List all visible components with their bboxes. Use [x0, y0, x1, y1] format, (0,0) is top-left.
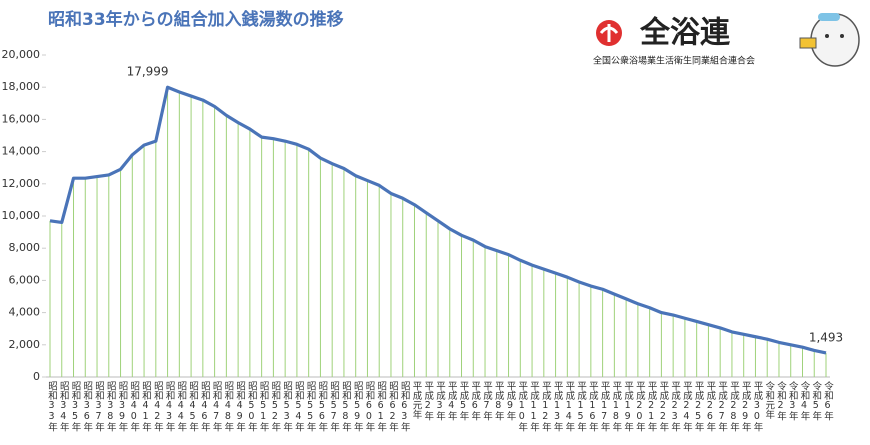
x-tick-label: 平成15年	[575, 381, 587, 432]
x-tick-label: 昭和54年	[292, 381, 304, 432]
y-tick-label: 14,000	[2, 145, 41, 158]
y-tick-label: 16,000	[2, 112, 41, 125]
y-tick-label: 8,000	[9, 241, 41, 254]
x-tick-label: 昭和41年	[140, 381, 152, 432]
x-tick-label: 平成13年	[551, 381, 563, 432]
x-tick-label: 令和元年	[763, 381, 775, 419]
x-tick-label: 昭和36年	[81, 381, 93, 432]
x-tick-label: 令和3年	[786, 381, 798, 421]
x-tick-label: 平成3年	[434, 381, 445, 421]
x-tick-label: 平成21年	[645, 381, 657, 432]
y-tick-label: 12,000	[2, 177, 41, 190]
x-tick-label: 平成2年	[422, 381, 434, 421]
x-tick-label: 昭和35年	[69, 381, 81, 432]
x-tick-label: 昭和44年	[175, 381, 187, 432]
x-tick-label: 平成17年	[598, 381, 610, 432]
x-tick-label: 平成18年	[610, 381, 622, 432]
x-tick-label: 昭和33年	[46, 381, 57, 432]
logo-text: 全浴連	[639, 16, 731, 51]
chart-title: 昭和33年からの組合加入銭湯数の推移	[48, 9, 344, 30]
x-tick-label: 平成26年	[704, 381, 716, 432]
y-tick-label: 20,000	[2, 48, 41, 61]
x-tick-label: 昭和53年	[281, 381, 293, 432]
x-tick-label: 平成5年	[457, 381, 469, 421]
y-tick-label: 0	[33, 370, 40, 383]
x-tick-label: 平成8年	[492, 381, 504, 421]
x-tick-label: 昭和63年	[398, 381, 410, 432]
x-tick-label: 令和6年	[822, 381, 833, 421]
mascot-eye	[840, 34, 844, 38]
x-tick-label: 昭和34年	[57, 381, 69, 432]
mascot-towel	[818, 13, 840, 21]
x-tick-label: 昭和57年	[328, 381, 340, 432]
x-tick-label: 平成25年	[692, 381, 704, 432]
y-tick-label: 10,000	[2, 209, 41, 222]
y-tick-label: 6,000	[9, 273, 41, 286]
x-tick-label: 平成23年	[669, 381, 681, 432]
x-tick-label: 平成12年	[539, 381, 551, 432]
x-tick-label: 昭和62年	[386, 381, 398, 432]
x-tick-label: 昭和50年	[245, 381, 257, 432]
value-label: 17,999	[127, 65, 169, 79]
x-tick-label: 平成22年	[657, 381, 669, 432]
x-tick-label: 昭和46年	[198, 381, 210, 432]
x-tick-label: 平成27年	[716, 381, 728, 432]
x-tick-label: 令和2年	[774, 381, 786, 421]
x-tick-label: 平成6年	[469, 381, 481, 421]
x-tick-label: 昭和49年	[234, 381, 246, 432]
x-tick-label: 平成30年	[751, 381, 763, 432]
x-tick-label: 昭和51年	[257, 381, 269, 432]
x-tick-label: 平成14年	[563, 381, 575, 432]
x-tick-label: 昭和59年	[351, 381, 363, 432]
organization-name: 全国公衆浴場業生活衛生同業組合連合会	[593, 55, 755, 67]
x-tick-label: 昭和58年	[339, 381, 351, 432]
x-tick-label: 昭和47年	[210, 381, 222, 432]
logo: 全浴連 全国公衆浴場業生活衛生同業組合連合会	[593, 13, 860, 67]
y-tick-label: 4,000	[9, 306, 41, 319]
x-tick-label: 昭和38年	[104, 381, 116, 432]
x-tick-label: 平成10年	[516, 381, 528, 432]
x-tick-label: 昭和43年	[163, 381, 175, 432]
x-tick-label: 平成20年	[633, 381, 645, 432]
x-tick-label: 令和4年	[798, 381, 810, 421]
x-tick-label: 令和5年	[810, 381, 822, 421]
y-tick-label: 2,000	[9, 338, 41, 351]
x-tick-label: 平成16年	[586, 381, 598, 432]
x-tick-label: 昭和48年	[222, 381, 234, 432]
data-line	[49, 85, 827, 355]
y-tick-label: 18,000	[2, 80, 41, 93]
x-tick-label: 平成28年	[727, 381, 739, 432]
mascot-eye	[825, 34, 829, 38]
x-tick-label: 昭和61年	[375, 381, 387, 432]
x-tick-label: 平成9年	[504, 381, 516, 421]
mascot-bucket	[799, 37, 817, 49]
x-tick-label: 昭和39年	[116, 381, 128, 432]
x-tick-label: 昭和40年	[128, 381, 140, 432]
x-tick-label: 平成4年	[445, 381, 457, 421]
value-label: 1,493	[809, 330, 843, 344]
logo-mark-glyph	[599, 24, 619, 42]
x-tick-label: 昭和56年	[316, 381, 328, 432]
x-tick-label: 昭和60年	[363, 381, 375, 432]
x-tick-label: 昭和42年	[151, 381, 163, 432]
x-tick-label: 昭和52年	[269, 381, 281, 432]
x-tick-label: 平成29年	[739, 381, 751, 432]
x-tick-label: 平成7年	[481, 381, 493, 421]
x-tick-label: 昭和55年	[304, 381, 316, 432]
mascot	[810, 13, 860, 67]
x-tick-label: 平成24年	[680, 381, 692, 432]
x-tick-label: 平成元年	[410, 381, 422, 419]
x-tick-label: 昭和37年	[93, 381, 105, 432]
x-tick-label: 昭和45年	[187, 381, 199, 432]
x-tick-label: 平成19年	[622, 381, 634, 432]
x-tick-label: 平成11年	[528, 381, 540, 432]
